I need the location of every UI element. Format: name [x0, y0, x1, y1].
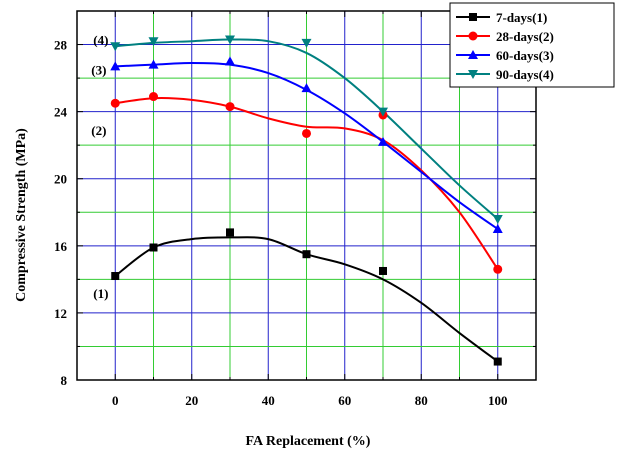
legend-marker-7-days-1 — [469, 13, 477, 21]
x-tick-label: 80 — [415, 393, 428, 408]
axes: 0 20 40 60 80 100 8 12 16 20 24 28 — [54, 10, 537, 408]
legend: 7-days(1) 28-days(2) 60-days(3) 90-days(4) — [449, 2, 615, 88]
curve-90-days-4 — [115, 38, 499, 220]
y-tick-label: 12 — [54, 306, 67, 321]
point-60-days-3 — [225, 56, 235, 66]
y-tick-label: 20 — [54, 172, 67, 187]
point-60-days-3 — [301, 83, 312, 93]
annotation-90-days-4: (4) — [93, 33, 108, 48]
point-28-days-2 — [493, 264, 503, 274]
point-28-days-2 — [149, 92, 158, 102]
legend-marker-28-days-2 — [468, 31, 478, 41]
annotation-7-days-1: (1) — [93, 286, 108, 301]
data-markers — [110, 35, 503, 366]
legend-label-90-days-4: 90-days(4) — [496, 67, 554, 82]
legend-label-60-days-3: 60-days(3) — [496, 48, 554, 63]
point-60-days-3 — [148, 59, 159, 69]
x-tick-label: 100 — [488, 393, 508, 408]
x-tick-label: 60 — [338, 393, 351, 408]
point-28-days-2 — [225, 102, 235, 112]
point-60-days-3 — [492, 224, 503, 234]
x-axis-label: FA Replacement (%) — [246, 434, 371, 449]
y-axis-label: Compressive Strength (MPa) — [14, 128, 29, 302]
x-tick-label: 20 — [185, 393, 198, 408]
point-7-days-1 — [226, 228, 234, 237]
point-60-days-3 — [110, 61, 121, 71]
point-7-days-1 — [302, 250, 311, 259]
point-7-days-1 — [111, 272, 120, 281]
point-28-days-2 — [302, 128, 311, 138]
point-90-days-4 — [492, 214, 503, 224]
point-90-days-4 — [301, 38, 312, 48]
legend-marker-60-days-3 — [468, 50, 478, 59]
x-tick-label: 0 — [112, 393, 119, 408]
annotation-28-days-2: (2) — [91, 123, 106, 138]
point-60-days-3 — [378, 136, 388, 146]
annotation-60-days-3: (3) — [91, 63, 106, 78]
point-7-days-1 — [149, 243, 158, 252]
point-7-days-1 — [493, 357, 502, 366]
point-7-days-1 — [379, 266, 387, 275]
y-tick-label: 24 — [54, 105, 68, 120]
point-90-days-4 — [148, 37, 159, 47]
point-90-days-4 — [225, 35, 235, 45]
point-90-days-4 — [378, 107, 388, 117]
point-90-days-4 — [110, 42, 121, 52]
legend-label-28-days-2: 28-days(2) — [496, 29, 554, 44]
x-tick-label: 40 — [262, 393, 275, 408]
y-tick-label: 28 — [54, 38, 68, 53]
y-tick-label: 8 — [61, 373, 68, 388]
legend-marker-90-days-4 — [468, 70, 478, 79]
legend-label-7-days-1: 7-days(1) — [496, 10, 547, 25]
point-28-days-2 — [110, 98, 120, 108]
y-tick-label: 16 — [54, 239, 68, 254]
series-annotations: (1) (2) (3) (4) — [91, 33, 108, 301]
